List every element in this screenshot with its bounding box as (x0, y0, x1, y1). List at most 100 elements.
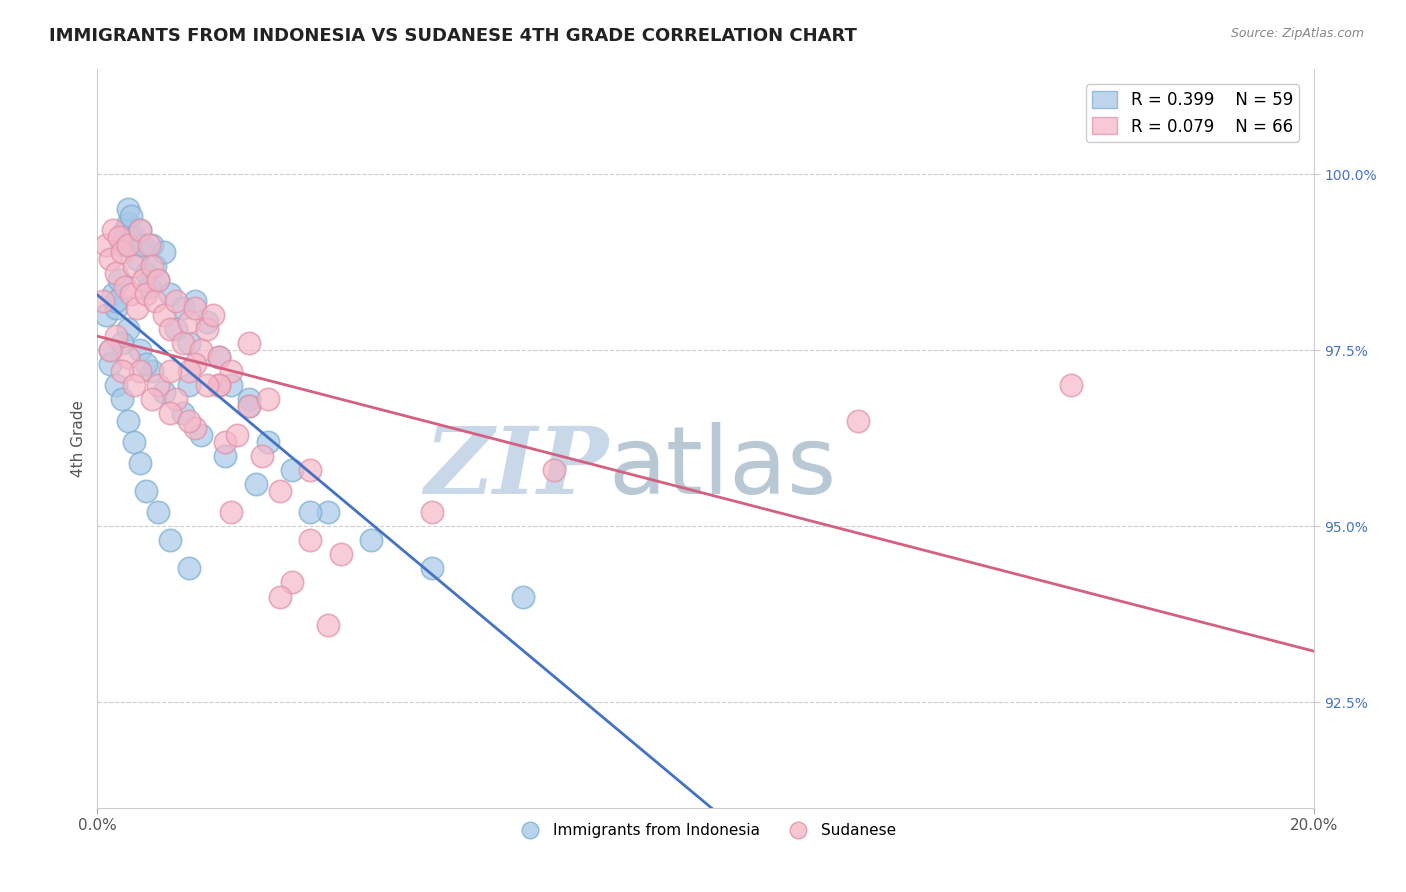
Point (117, 350, 139, 364)
Point (132, 273, 155, 287)
Point (141, 392, 163, 407)
Point (256, 392, 278, 407)
Point (135, 266, 157, 280)
Point (1059, 378, 1081, 392)
Point (195, 378, 218, 392)
Point (159, 364, 181, 378)
Point (117, 202, 139, 217)
Point (143, 293, 166, 308)
Point (165, 392, 187, 407)
Point (104, 266, 127, 280)
Point (117, 322, 139, 336)
Point (98, 357, 121, 371)
Point (117, 237, 139, 252)
Point (238, 400, 260, 414)
Point (135, 286, 157, 301)
Point (177, 413, 200, 427)
Point (172, 301, 194, 315)
Point (104, 293, 127, 308)
Point (111, 336, 134, 351)
Text: Source: ZipAtlas.com: Source: ZipAtlas.com (1230, 27, 1364, 40)
Point (117, 216, 139, 230)
Point (420, 505, 443, 519)
Point (299, 505, 322, 519)
Point (177, 336, 200, 351)
Point (104, 329, 127, 343)
Point (195, 322, 218, 336)
Point (318, 505, 340, 519)
Point (183, 293, 205, 308)
Point (159, 286, 181, 301)
Point (177, 315, 200, 329)
Point (846, 413, 869, 427)
Point (159, 322, 181, 336)
Point (238, 392, 260, 407)
Point (201, 308, 224, 322)
Point (141, 237, 163, 252)
Point (129, 343, 152, 358)
Point (132, 237, 155, 252)
Point (148, 273, 170, 287)
Point (208, 350, 231, 364)
Point (281, 575, 304, 590)
Point (256, 434, 278, 449)
Point (214, 449, 236, 463)
Point (143, 259, 166, 273)
Point (214, 434, 236, 449)
Point (299, 463, 322, 477)
Point (420, 561, 443, 575)
Text: IMMIGRANTS FROM INDONESIA VS SUDANESE 4TH GRADE CORRELATION CHART: IMMIGRANTS FROM INDONESIA VS SUDANESE 4T… (49, 27, 858, 45)
Point (172, 336, 194, 351)
Point (122, 378, 145, 392)
Point (98, 343, 121, 358)
Point (148, 378, 170, 392)
Point (360, 533, 382, 548)
Point (195, 315, 218, 329)
Point (281, 463, 304, 477)
Point (329, 547, 352, 561)
Point (117, 413, 139, 427)
Point (165, 322, 187, 336)
Point (543, 463, 565, 477)
Point (208, 378, 231, 392)
Point (219, 364, 242, 378)
Point (153, 308, 176, 322)
Point (122, 230, 145, 244)
Point (141, 364, 163, 378)
Point (111, 392, 134, 407)
Point (165, 293, 187, 308)
Point (148, 505, 170, 519)
Point (120, 210, 142, 224)
Point (238, 400, 260, 414)
Point (250, 449, 273, 463)
Point (107, 273, 129, 287)
Point (111, 364, 134, 378)
Legend: Immigrants from Indonesia, Sudanese: Immigrants from Indonesia, Sudanese (509, 817, 903, 845)
Point (269, 590, 291, 604)
Point (125, 301, 148, 315)
Point (299, 533, 322, 548)
Point (138, 237, 160, 252)
Point (238, 336, 260, 351)
Point (159, 407, 181, 421)
Point (120, 286, 142, 301)
Point (148, 273, 170, 287)
Y-axis label: 4th Grade: 4th Grade (72, 400, 86, 476)
Point (219, 378, 242, 392)
Text: atlas: atlas (609, 422, 837, 514)
Point (138, 279, 160, 293)
Point (114, 279, 136, 293)
Point (208, 378, 231, 392)
Point (226, 427, 249, 442)
Point (122, 259, 145, 273)
Point (190, 343, 212, 358)
Point (183, 357, 205, 371)
Point (512, 590, 534, 604)
Point (125, 252, 148, 266)
Point (135, 483, 157, 498)
Point (183, 420, 205, 434)
Point (107, 230, 129, 244)
Point (96, 237, 118, 252)
Point (177, 378, 200, 392)
Point (177, 364, 200, 378)
